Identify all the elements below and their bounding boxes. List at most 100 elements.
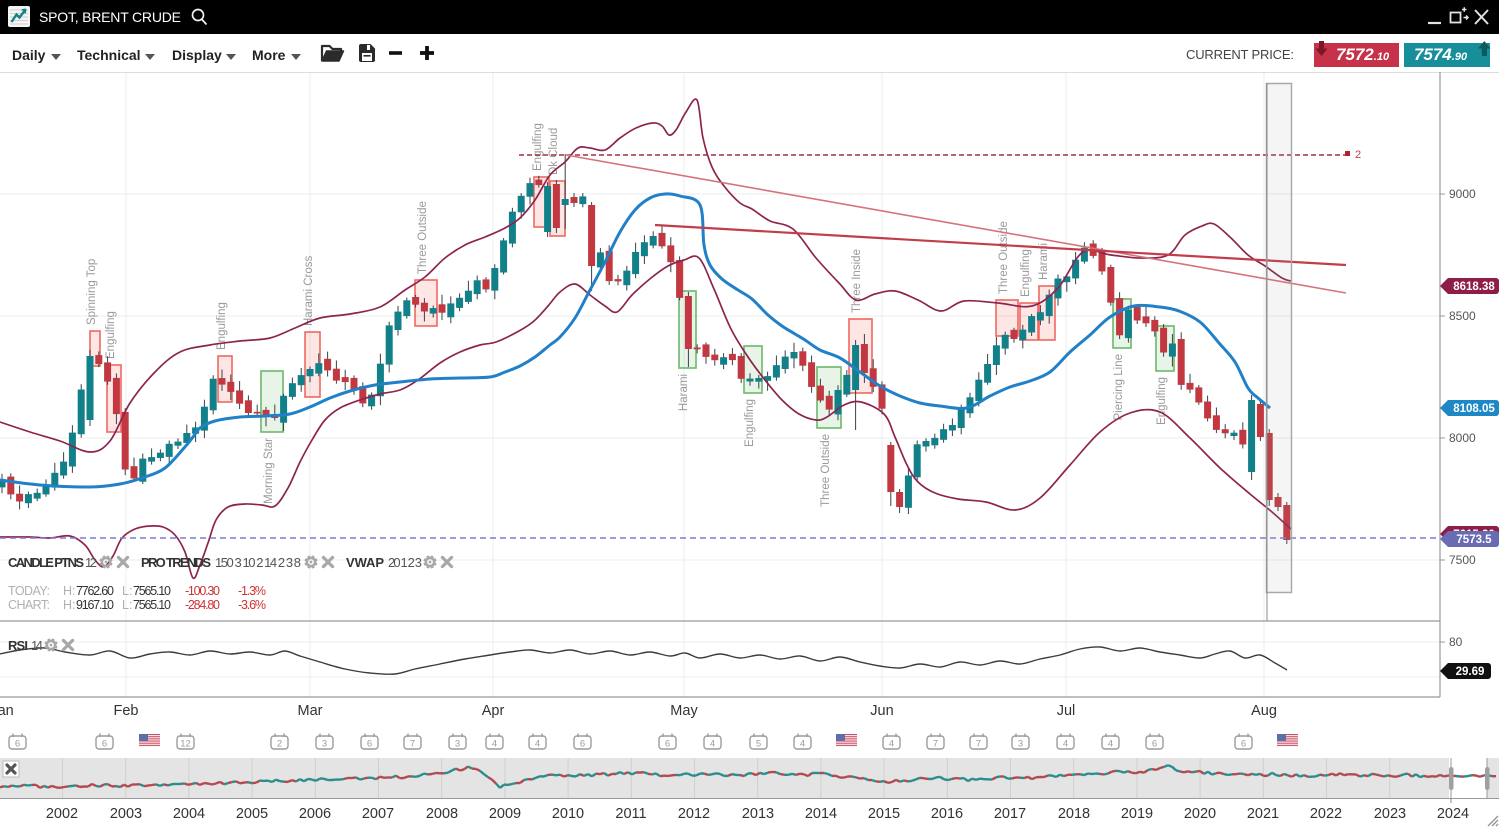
svg-text:7: 7 (933, 739, 938, 750)
svg-text:Engulfing: Engulfing (1156, 377, 1168, 425)
svg-text:Feb: Feb (114, 703, 139, 719)
svg-text:CURRENT PRICE:: CURRENT PRICE: (1186, 47, 1294, 62)
svg-text:4: 4 (1108, 739, 1113, 750)
svg-text:RSI: RSI (8, 638, 28, 653)
svg-text:2018: 2018 (1058, 806, 1090, 822)
svg-text:Three Outside: Three Outside (998, 221, 1010, 294)
svg-text:2016: 2016 (931, 806, 963, 822)
svg-text:SPOT, BRENT CRUDE: SPOT, BRENT CRUDE (39, 9, 181, 25)
svg-text:2013: 2013 (742, 806, 774, 822)
svg-text:20 1 2 3: 20 1 2 3 (388, 555, 422, 570)
svg-text:9167.10: 9167.10 (76, 598, 114, 612)
svg-text:-3.6%: -3.6% (238, 598, 266, 612)
svg-text:Mar: Mar (298, 703, 323, 719)
svg-text:7: 7 (976, 739, 981, 750)
svg-text:2011: 2011 (615, 806, 646, 822)
svg-text:7: 7 (410, 739, 415, 750)
svg-text:2017: 2017 (994, 806, 1026, 822)
svg-text:Piercing Line: Piercing Line (1113, 354, 1125, 420)
svg-text:9000: 9000 (1449, 187, 1476, 201)
svg-text:2004: 2004 (173, 806, 205, 822)
svg-text:PRO TRENDS: PRO TRENDS (141, 555, 211, 570)
svg-text:3: 3 (322, 739, 327, 750)
svg-text:7762.60: 7762.60 (76, 584, 114, 598)
svg-text:Jan: Jan (0, 703, 14, 719)
svg-text:Engulfing: Engulfing (216, 302, 228, 350)
svg-text:3: 3 (455, 739, 460, 750)
svg-text:Three Inside: Three Inside (851, 249, 863, 313)
svg-text:2010: 2010 (552, 806, 584, 822)
svg-text:2005: 2005 (236, 806, 268, 822)
svg-text:Harami: Harami (678, 374, 690, 411)
svg-text:8108.05: 8108.05 (1453, 403, 1495, 415)
svg-text:Jul: Jul (1057, 703, 1076, 719)
svg-text:L:: L: (122, 598, 132, 612)
svg-text:Dk Cloud: Dk Cloud (548, 128, 560, 175)
svg-text:2014: 2014 (805, 806, 837, 822)
svg-text:Jun: Jun (870, 703, 893, 719)
svg-text:4: 4 (1063, 739, 1068, 750)
svg-text:CHART:: CHART: (8, 598, 50, 612)
svg-text:Morning Star: Morning Star (263, 438, 275, 504)
svg-text:Apr: Apr (482, 703, 505, 719)
svg-text:4: 4 (800, 739, 805, 750)
svg-text:7565.10: 7565.10 (133, 584, 171, 598)
svg-text:8618.38: 8618.38 (1453, 281, 1495, 293)
svg-text:2: 2 (1355, 149, 1361, 161)
svg-text:May: May (670, 703, 698, 719)
svg-text:12: 12 (180, 739, 191, 750)
svg-text:Engulfing: Engulfing (532, 123, 544, 171)
svg-text:4: 4 (710, 739, 715, 750)
svg-text:29.69: 29.69 (1456, 666, 1485, 678)
svg-text:VWAP: VWAP (346, 555, 384, 570)
svg-text:Engulfing: Engulfing (105, 311, 117, 359)
svg-text:Three Outside: Three Outside (820, 434, 832, 507)
svg-text:8500: 8500 (1449, 309, 1476, 323)
svg-text:-1.3%: -1.3% (238, 584, 266, 598)
svg-text:6: 6 (15, 739, 20, 750)
svg-text:150 3 10 2 14 2 3 8: 150 3 10 2 14 2 3 8 (215, 555, 301, 570)
svg-text:2023: 2023 (1374, 806, 1406, 822)
svg-text:TODAY:: TODAY: (8, 584, 50, 598)
svg-text:H:: H: (63, 584, 76, 598)
svg-text:2022: 2022 (1310, 806, 1342, 822)
svg-text:2006: 2006 (299, 806, 331, 822)
svg-text:6: 6 (1241, 739, 1246, 750)
svg-text:3: 3 (1018, 739, 1023, 750)
svg-text:Engulfing: Engulfing (1020, 249, 1032, 297)
svg-text:6: 6 (580, 739, 585, 750)
svg-text:2009: 2009 (489, 806, 521, 822)
svg-text:6: 6 (1152, 739, 1157, 750)
svg-text:2003: 2003 (110, 806, 142, 822)
svg-text:H:: H: (63, 598, 76, 612)
svg-text:Harami: Harami (1038, 243, 1050, 280)
svg-text:4: 4 (492, 739, 497, 750)
svg-text:14: 14 (31, 638, 43, 653)
svg-text:7500: 7500 (1449, 553, 1476, 567)
svg-text:Engulfing: Engulfing (744, 399, 756, 447)
svg-text:2008: 2008 (426, 806, 458, 822)
svg-text:Three Outside: Three Outside (417, 201, 429, 274)
svg-text:Spinning Top: Spinning Top (86, 259, 98, 325)
svg-text:12: 12 (85, 555, 97, 570)
svg-text:7573.5: 7573.5 (1456, 534, 1492, 546)
svg-text:2007: 2007 (362, 806, 394, 822)
svg-text:5: 5 (756, 739, 761, 750)
svg-text:2024: 2024 (1437, 806, 1469, 822)
svg-text:4: 4 (535, 739, 540, 750)
svg-text:6: 6 (102, 739, 107, 750)
svg-text:Harami Cross: Harami Cross (303, 255, 315, 326)
svg-text:CANDLE PTNS: CANDLE PTNS (8, 555, 84, 570)
svg-text:2012: 2012 (678, 806, 710, 822)
svg-text:8000: 8000 (1449, 431, 1476, 445)
svg-text:2002: 2002 (46, 806, 78, 822)
svg-text:6: 6 (367, 739, 372, 750)
svg-text:2: 2 (277, 739, 282, 750)
svg-text:7565.10: 7565.10 (133, 598, 171, 612)
svg-text:4: 4 (889, 739, 894, 750)
svg-text:-284.80: -284.80 (185, 598, 220, 612)
svg-text:L:: L: (122, 584, 132, 598)
svg-text:80: 80 (1449, 635, 1463, 649)
svg-text:Aug: Aug (1251, 703, 1277, 719)
svg-text:2015: 2015 (868, 806, 900, 822)
